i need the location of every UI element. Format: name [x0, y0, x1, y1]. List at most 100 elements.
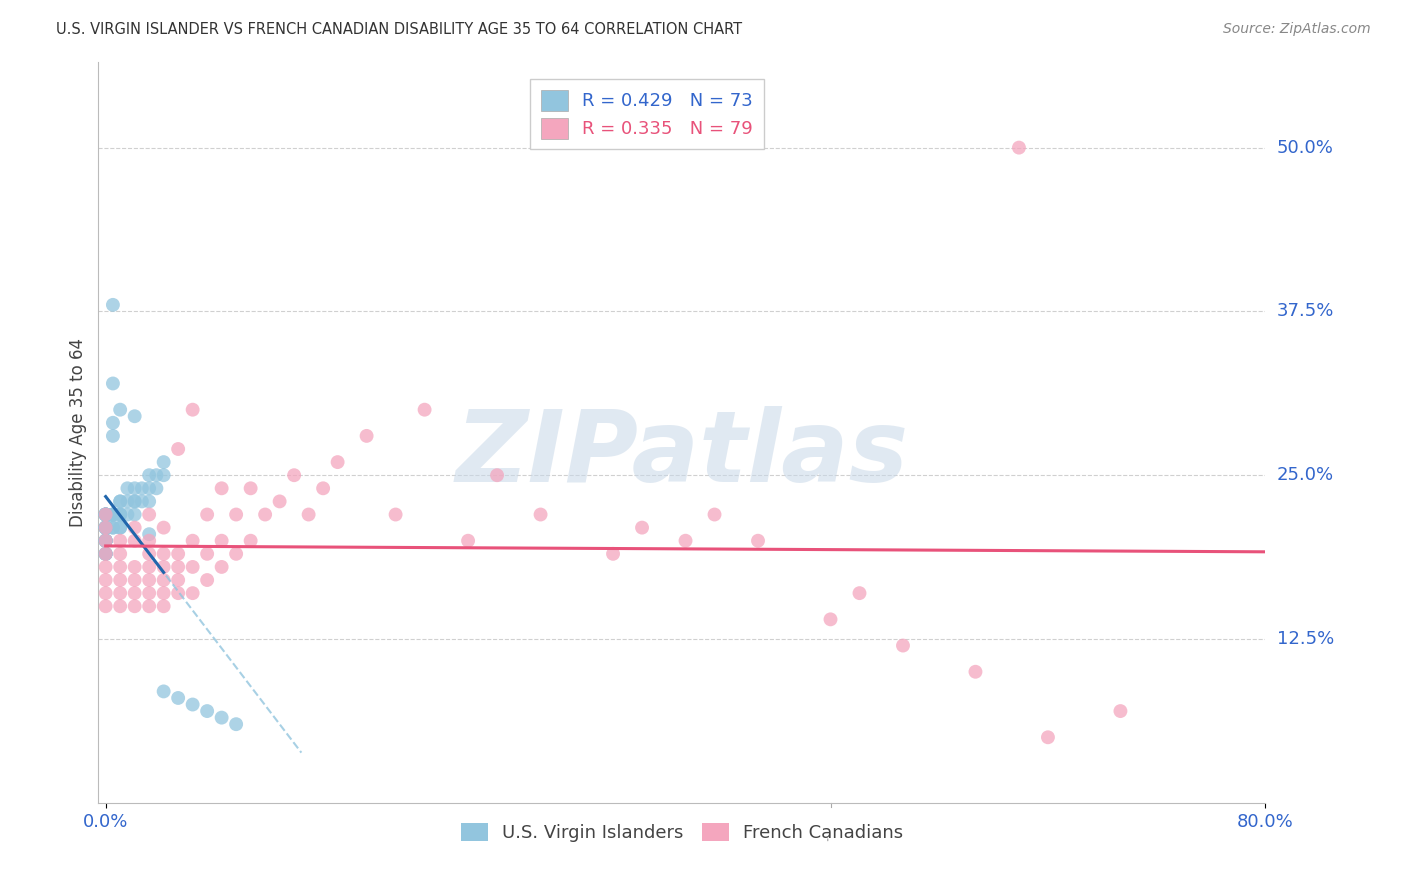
- Point: [108, 521, 131, 535]
- Point: [94, 521, 117, 535]
- Point: [94, 533, 117, 548]
- Point: [101, 298, 124, 312]
- Point: [117, 508, 139, 522]
- Point: [94, 508, 117, 522]
- Point: [269, 494, 291, 508]
- Text: 12.5%: 12.5%: [1277, 630, 1334, 648]
- Point: [211, 481, 233, 495]
- Point: [101, 508, 124, 522]
- Point: [384, 508, 406, 522]
- Point: [181, 560, 204, 574]
- Point: [225, 717, 247, 731]
- Point: [631, 521, 654, 535]
- Point: [94, 586, 117, 600]
- Point: [108, 494, 131, 508]
- Text: Source: ZipAtlas.com: Source: ZipAtlas.com: [1223, 22, 1371, 37]
- Point: [820, 612, 842, 626]
- Point: [94, 521, 117, 535]
- Point: [94, 533, 117, 548]
- Point: [152, 684, 174, 698]
- Point: [94, 547, 117, 561]
- Point: [152, 599, 174, 614]
- Point: [94, 521, 117, 535]
- Point: [108, 402, 131, 417]
- Point: [152, 547, 174, 561]
- Point: [195, 547, 218, 561]
- Point: [138, 508, 160, 522]
- Point: [108, 560, 131, 574]
- Point: [124, 586, 146, 600]
- Point: [108, 508, 131, 522]
- Text: 50.0%: 50.0%: [1277, 138, 1333, 157]
- Point: [131, 494, 153, 508]
- Point: [152, 455, 174, 469]
- Point: [117, 494, 139, 508]
- Text: 25.0%: 25.0%: [1277, 467, 1334, 484]
- Point: [124, 409, 146, 424]
- Point: [108, 586, 131, 600]
- Point: [94, 508, 117, 522]
- Point: [94, 508, 117, 522]
- Point: [195, 704, 218, 718]
- Point: [152, 586, 174, 600]
- Point: [138, 547, 160, 561]
- Point: [181, 698, 204, 712]
- Point: [145, 468, 167, 483]
- Point: [283, 468, 305, 483]
- Point: [94, 547, 117, 561]
- Point: [747, 533, 769, 548]
- Text: 37.5%: 37.5%: [1277, 302, 1334, 320]
- Point: [101, 521, 124, 535]
- Point: [94, 533, 117, 548]
- Point: [94, 508, 117, 522]
- Point: [152, 573, 174, 587]
- Point: [145, 481, 167, 495]
- Point: [94, 521, 117, 535]
- Point: [1036, 731, 1059, 745]
- Point: [101, 376, 124, 391]
- Point: [101, 508, 124, 522]
- Point: [703, 508, 725, 522]
- Point: [891, 639, 914, 653]
- Point: [94, 560, 117, 574]
- Point: [457, 533, 479, 548]
- Point: [167, 560, 190, 574]
- Point: [94, 508, 117, 522]
- Point: [167, 547, 190, 561]
- Point: [195, 508, 218, 522]
- Point: [486, 468, 509, 483]
- Point: [124, 560, 146, 574]
- Point: [124, 521, 146, 535]
- Point: [675, 533, 697, 548]
- Point: [211, 533, 233, 548]
- Point: [117, 481, 139, 495]
- Point: [965, 665, 987, 679]
- Point: [94, 521, 117, 535]
- Point: [108, 508, 131, 522]
- Point: [101, 429, 124, 443]
- Point: [211, 711, 233, 725]
- Text: U.S. VIRGIN ISLANDER VS FRENCH CANADIAN DISABILITY AGE 35 TO 64 CORRELATION CHAR: U.S. VIRGIN ISLANDER VS FRENCH CANADIAN …: [56, 22, 742, 37]
- Point: [326, 455, 349, 469]
- Point: [152, 468, 174, 483]
- Point: [94, 521, 117, 535]
- Point: [101, 521, 124, 535]
- Point: [602, 547, 624, 561]
- Point: [124, 494, 146, 508]
- Point: [108, 547, 131, 561]
- Point: [94, 533, 117, 548]
- Point: [529, 508, 551, 522]
- Point: [94, 573, 117, 587]
- Legend: U.S. Virgin Islanders, French Canadians: U.S. Virgin Islanders, French Canadians: [453, 815, 911, 849]
- Point: [181, 402, 204, 417]
- Point: [94, 508, 117, 522]
- Point: [167, 690, 190, 705]
- Point: [138, 481, 160, 495]
- Y-axis label: Disability Age 35 to 64: Disability Age 35 to 64: [69, 338, 87, 527]
- Point: [152, 560, 174, 574]
- Point: [138, 494, 160, 508]
- Point: [94, 508, 117, 522]
- Point: [138, 533, 160, 548]
- Point: [94, 533, 117, 548]
- Point: [108, 521, 131, 535]
